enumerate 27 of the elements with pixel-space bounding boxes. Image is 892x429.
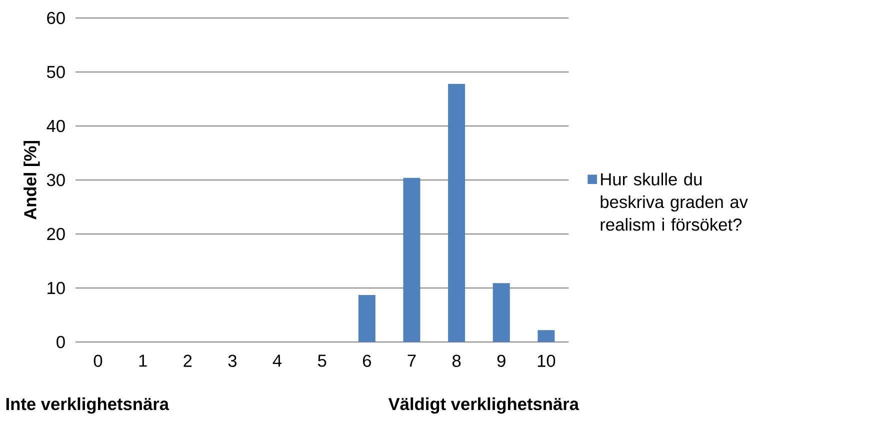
y-tick-label: 40 [46, 120, 65, 132]
bar [403, 178, 420, 342]
y-tick-label: 20 [47, 228, 65, 240]
x-tick-label: 6 [362, 354, 371, 367]
x-tick-label: 8 [452, 354, 461, 367]
bar [358, 295, 376, 342]
x-tick-label: 10 [538, 354, 556, 367]
y-axis-title: Andel [%] [24, 141, 40, 220]
y-tick-label: 50 [46, 66, 65, 78]
y-tick-label: 60 [47, 12, 65, 24]
legend-label: Hur skulle du beskriva graden av realism i försöket? [600, 172, 748, 231]
y-tick-label: 10 [48, 282, 65, 294]
x-tick-label: 2 [184, 354, 192, 367]
x-tick-label: 3 [228, 354, 237, 367]
bar [492, 283, 510, 342]
x-tick-label: 9 [497, 354, 506, 367]
y-tick-label: 0 [56, 336, 65, 348]
x-tick-label: 5 [318, 354, 326, 367]
text: Väldigt verklighetsnära [388, 397, 580, 414]
x-tick-label: 1 [139, 354, 147, 367]
bar [538, 330, 555, 342]
x-tick-label: 4 [272, 354, 282, 367]
x-tick-label: 0 [94, 354, 102, 367]
y-tick-label: 30 [46, 174, 65, 186]
bar [448, 84, 466, 342]
x-tick-label: 7 [408, 354, 416, 367]
text: Inte verklighetsnära [6, 397, 170, 414]
